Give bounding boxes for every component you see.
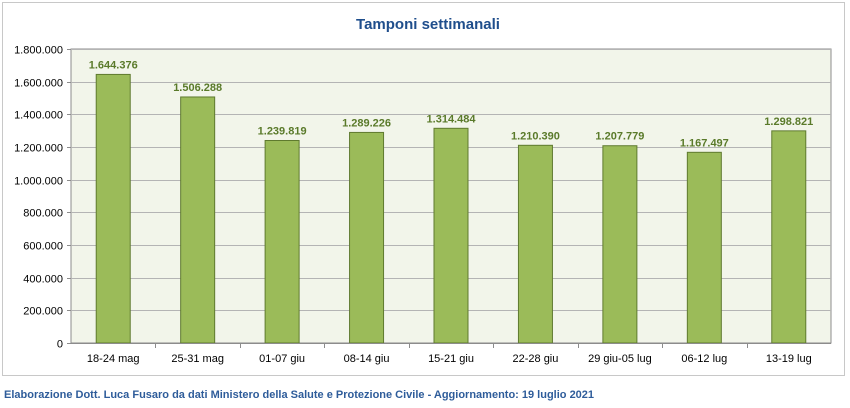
bar	[349, 131, 385, 344]
footer-credit: Elaborazione Dott. Luca Fusaro da dati M…	[4, 389, 595, 401]
x-tick-label: 13-19 lug	[766, 353, 812, 365]
data-label: 1.239.819	[258, 125, 307, 137]
x-tick-label: 18-24 mag	[87, 353, 140, 365]
x-tick-label: 08-14 giu	[344, 353, 390, 365]
y-tick-label: 200.000	[23, 306, 63, 318]
bars	[95, 73, 807, 344]
x-tick-label: 06-12 lug	[681, 353, 727, 365]
x-tick-label: 22-28 giu	[513, 353, 559, 365]
data-label: 1.207.779	[595, 131, 644, 143]
data-label: 1.298.821	[764, 116, 813, 128]
x-tick-label: 25-31 mag	[171, 353, 224, 365]
chart-title: Tamponi settimanali	[356, 16, 500, 33]
y-tick-label: 600.000	[23, 241, 63, 253]
x-tick-label: 01-07 giu	[259, 353, 305, 365]
bar	[264, 139, 300, 344]
bar-chart: Tamponi settimanali 0 200.000 400.000 600.0…	[14, 16, 832, 365]
bar	[771, 130, 807, 344]
y-tick-label: 1.000.000	[14, 176, 63, 188]
data-label: 1.644.376	[89, 59, 138, 71]
data-label: 1.314.484	[427, 113, 477, 125]
y-tick-label: 1.600.000	[14, 78, 63, 90]
x-tick-label: 29 giu-05 lug	[588, 353, 652, 365]
y-tick-label: 1.400.000	[14, 110, 63, 122]
data-labels: 1.644.376 1.506.288 1.239.819 1.289.226 1.31…	[89, 59, 813, 149]
y-tick-label: 0	[57, 339, 63, 351]
bar	[686, 151, 722, 344]
y-axis: 0 200.000 400.000 600.000 800.000 1.000.000 1.…	[14, 45, 71, 351]
bar	[433, 127, 469, 344]
bar	[95, 73, 131, 344]
x-tick-label: 15-21 giu	[428, 353, 474, 365]
y-tick-label: 1.200.000	[14, 143, 63, 155]
y-tick-label: 400.000	[23, 274, 63, 286]
y-tick-label: 1.800.000	[14, 45, 63, 57]
data-label: 1.210.390	[511, 130, 560, 142]
bar	[180, 96, 216, 344]
data-label: 1.289.226	[342, 117, 391, 129]
data-label: 1.506.288	[173, 82, 222, 94]
bar	[602, 145, 638, 344]
x-axis: 18-24 mag 25-31 mag 01-07 giu 08-14 giu 15-2…	[71, 343, 831, 365]
data-label: 1.167.497	[680, 137, 729, 149]
y-tick-label: 800.000	[23, 208, 63, 220]
bar	[517, 144, 553, 344]
chart-frame: Tamponi settimanali 0 200.000 400.000 600.0…	[2, 2, 845, 376]
